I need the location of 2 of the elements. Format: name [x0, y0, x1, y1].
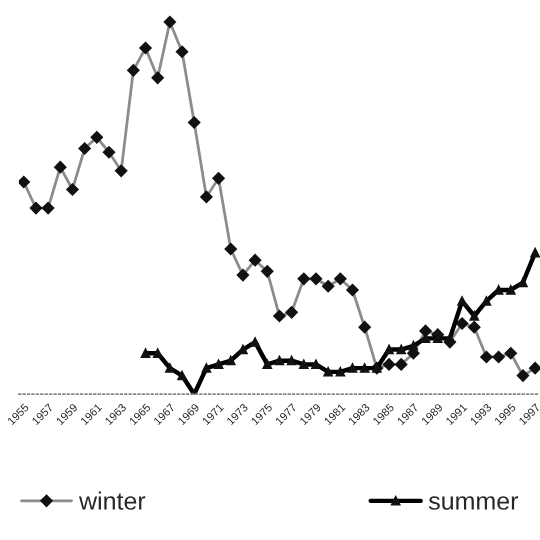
legend-label: summer: [428, 496, 519, 510]
legend-label: winter: [78, 491, 146, 510]
